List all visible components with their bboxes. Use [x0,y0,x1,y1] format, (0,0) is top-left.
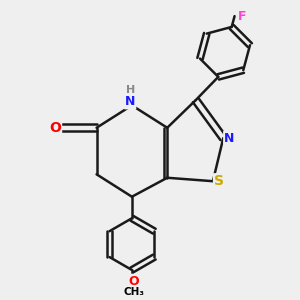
Text: O: O [128,275,139,288]
Text: H: H [126,85,135,95]
Text: O: O [49,121,61,135]
Text: CH₃: CH₃ [123,287,144,297]
Text: N: N [125,95,135,108]
Text: N: N [224,132,235,145]
Text: S: S [214,174,224,188]
Text: F: F [238,10,247,22]
